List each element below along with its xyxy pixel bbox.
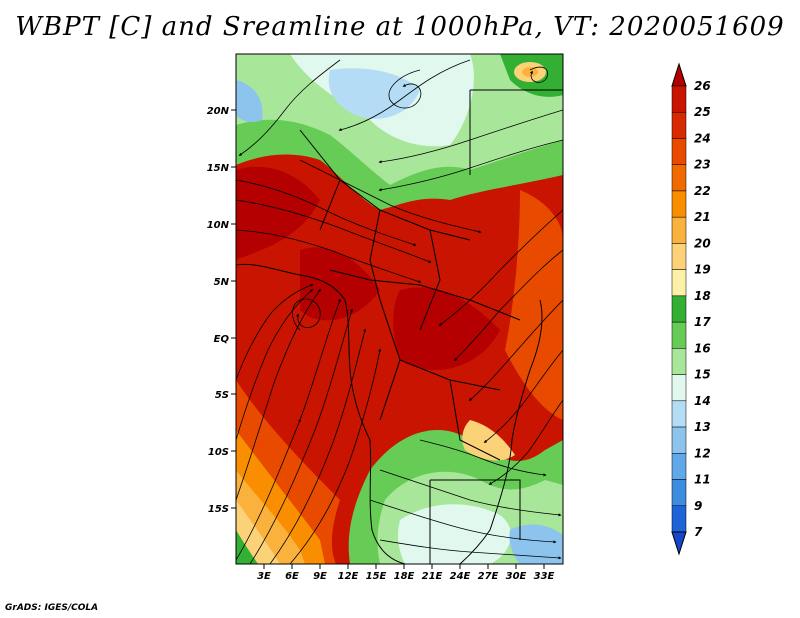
lat-label: 5S <box>215 390 229 401</box>
field-south-pale <box>397 504 511 564</box>
colorbar-swatch <box>671 85 687 113</box>
colorbar-swatch <box>671 453 687 480</box>
country-borders-north <box>299 89 563 331</box>
longitude-axis: 3E 6E 9E 12E 15E 18E 21E 24E 27E 30E 33E <box>257 564 555 582</box>
colorbar-swatch <box>671 295 687 323</box>
lon-label: 21E <box>422 571 443 582</box>
colorbar-swatch <box>671 138 687 165</box>
lat-label: 5N <box>214 277 230 288</box>
colorbar-swatch <box>671 374 687 402</box>
colorbar-swatch <box>671 216 687 244</box>
field-ne-warm-core <box>522 67 538 77</box>
colorbar-label: 21 <box>694 210 711 224</box>
map-title: WBPT [C] and Sreamline at 1000hPa, VT: 2… <box>15 12 785 42</box>
east-coastline <box>459 299 543 564</box>
field-se-cold <box>509 524 563 564</box>
colorbar-swatch <box>671 269 687 297</box>
lat-label: 10N <box>207 220 230 231</box>
colorbar-label: 23 <box>694 158 711 172</box>
wbpt-field <box>236 54 563 564</box>
lon-label: 33E <box>534 571 555 582</box>
colorbar-label: 12 <box>694 446 711 460</box>
colorbar-label: 24 <box>694 131 711 145</box>
colorbar-label: 16 <box>694 341 711 355</box>
credit-label: GrADS: IGES/COLA <box>5 603 99 613</box>
field-south-warm-tongue <box>462 420 515 461</box>
lat-label: 20N <box>207 106 230 117</box>
field-deep-red-west <box>236 166 320 260</box>
lon-label: 15E <box>366 571 387 582</box>
colorbar-swatch <box>671 111 687 139</box>
field-east-warm <box>505 190 563 420</box>
colorbar-label: 18 <box>694 289 711 303</box>
colorbar-swatch <box>671 164 687 192</box>
colorbar-label: 20 <box>694 236 711 250</box>
colorbar-swatch <box>671 348 687 375</box>
colorbar-swatch <box>671 426 687 454</box>
lon-label: 9E <box>313 571 327 582</box>
lat-label: 10S <box>208 447 229 458</box>
coastlines <box>236 89 563 564</box>
colorbar-label: 13 <box>694 420 711 434</box>
lon-label: 12E <box>338 571 359 582</box>
colorbar-swatch <box>671 400 687 428</box>
streamlines <box>236 59 563 564</box>
colorbar-label: 25 <box>694 105 711 119</box>
colorbar-label: 9 <box>694 499 702 513</box>
lon-label: 6E <box>285 571 299 582</box>
lon-label: 3E <box>257 571 271 582</box>
field-nw-cold <box>236 80 263 123</box>
colorbar-label: 26 <box>694 79 711 93</box>
colorbar-label: 15 <box>694 368 711 382</box>
colorbar: 26 25 24 23 22 21 20 19 18 17 16 15 14 13 12 11 9 7 <box>671 62 711 556</box>
colorbar-swatch <box>671 190 687 218</box>
lat-label: 15N <box>207 163 230 174</box>
lat-label: EQ <box>214 334 230 345</box>
country-borders-south <box>329 269 521 564</box>
colorbar-swatch <box>671 243 687 270</box>
colorbar-label: 11 <box>694 473 711 487</box>
colorbar-swatch <box>671 505 687 533</box>
latitude-axis: 20N 15N 10N 5N EQ 5S 10S 15S <box>207 106 236 515</box>
field-deep-red-central <box>393 287 500 370</box>
colorbar-label: 17 <box>694 315 711 329</box>
west-coastline <box>236 263 406 564</box>
colorbar-label: 14 <box>694 394 711 408</box>
colorbar-swatch <box>671 321 687 349</box>
map-border <box>235 53 564 565</box>
colorbar-label: 22 <box>694 184 711 198</box>
colorbar-top-arrow <box>671 62 687 87</box>
field-sw-green <box>236 530 258 564</box>
lon-label: 24E <box>450 571 471 582</box>
lon-label: 18E <box>394 571 415 582</box>
colorbar-swatch <box>671 479 687 507</box>
lat-label: 15S <box>208 504 229 515</box>
lon-label: 27E <box>478 571 499 582</box>
colorbar-label: 19 <box>694 263 711 277</box>
colorbar-label: 7 <box>694 525 703 539</box>
colorbar-bottom-arrow <box>671 531 687 556</box>
lon-label: 30E <box>506 571 527 582</box>
